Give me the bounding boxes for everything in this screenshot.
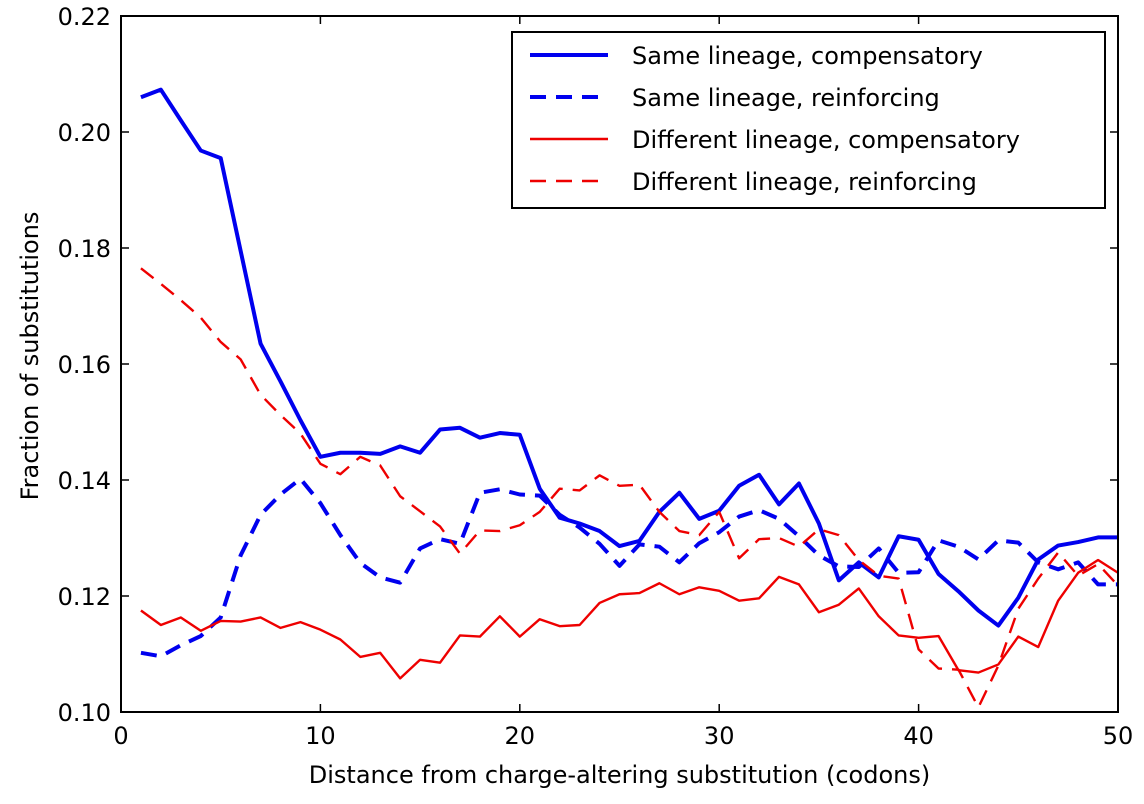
- series-line-1: [140, 87, 1118, 628]
- legend-label-1: Same lineage, compensatory: [632, 42, 983, 70]
- legend-label-3: Different lineage, compensatory: [632, 126, 1020, 154]
- x-tick-label: 30: [704, 722, 735, 750]
- series-lines: [140, 87, 1118, 709]
- x-tick-label: 20: [505, 722, 536, 750]
- y-tick-label: 0.16: [58, 351, 111, 379]
- y-axis-label: Fraction of substitutions: [16, 212, 44, 501]
- legend-label-2: Same lineage, reinforcing: [632, 84, 940, 112]
- series-line-3: [140, 558, 1118, 680]
- x-axis-label: Distance from charge-altering substituti…: [309, 761, 930, 789]
- x-tick-label: 10: [305, 722, 336, 750]
- x-tick-label: 40: [903, 722, 934, 750]
- legend-label-4: Different lineage, reinforcing: [632, 168, 977, 196]
- y-tick-label: 0.14: [58, 467, 111, 495]
- y-tick-label: 0.20: [58, 119, 111, 147]
- x-tick-label: 0: [113, 722, 128, 750]
- y-tick-label: 0.22: [58, 3, 111, 31]
- y-tick-label: 0.18: [58, 235, 111, 263]
- series-line-4: [140, 267, 1118, 709]
- axis-ticks: 0 10 20 30 40 50 0.10 0.12 0.14 0.16 0.18 0.20 0.22: [58, 3, 1134, 750]
- legend-box: [511, 31, 1106, 209]
- x-tick-label: 50: [1103, 722, 1134, 750]
- y-tick-label: 0.10: [58, 699, 111, 727]
- series-line-2: [140, 476, 1118, 659]
- y-tick-label: 0.12: [58, 583, 111, 611]
- legend: Same lineage, compensatory Same lineage, …: [511, 31, 1106, 209]
